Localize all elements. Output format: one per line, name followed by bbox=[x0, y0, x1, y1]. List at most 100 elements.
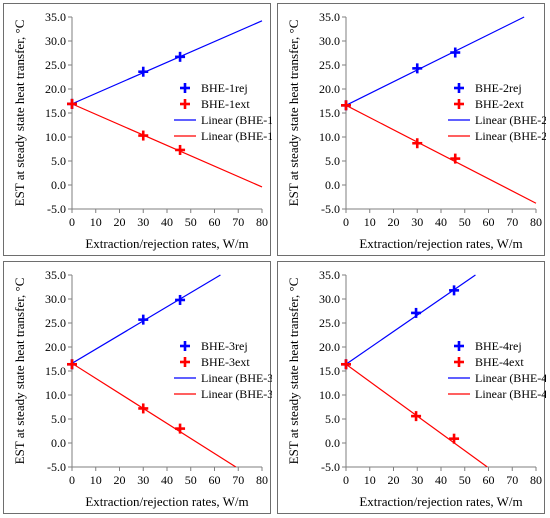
legend-item: BHE-4ext bbox=[454, 355, 524, 369]
x-tick-label: 40 bbox=[161, 215, 173, 229]
y-tick-label: 5.0 bbox=[51, 412, 66, 426]
data-point-bhe-2ext bbox=[341, 100, 351, 111]
legend-label: Linear (BHE-4ext) bbox=[475, 387, 546, 401]
data-point-bhe-1ext bbox=[67, 98, 77, 109]
y-tick-label: 10.0 bbox=[45, 388, 66, 402]
y-tick-label: 30.0 bbox=[319, 292, 340, 306]
chart-panel-bhe-1: -5.0 0.0 5.0 10.0 15.0 20.0 25.0 30.0 35.0 0 10 20 3… bbox=[3, 3, 272, 256]
y-tick-label: 35.0 bbox=[45, 268, 66, 282]
chart-svg: -5.0 0.0 5.0 10.0 15.0 20.0 25.0 30.0 35.0 0 10 20 3… bbox=[286, 268, 546, 509]
y-tick-label: 15.0 bbox=[319, 364, 340, 378]
data-point-bhe-3rej bbox=[138, 314, 149, 325]
legend-item: Linear (BHE-2ext) bbox=[448, 129, 546, 143]
y-tick-label: 25.0 bbox=[45, 58, 66, 72]
y-tick-label: 0.0 bbox=[325, 178, 340, 192]
legend-label: Linear (BHE-1rej) bbox=[201, 113, 272, 127]
y-tick-label: 20.0 bbox=[319, 340, 340, 354]
chart-panel-bhe-4: -5.0 0.0 5.0 10.0 15.0 20.0 25.0 30.0 35.0 0 10 20 3… bbox=[277, 261, 546, 514]
x-tick-label: 60 bbox=[209, 215, 221, 229]
y-tick-label: 10.0 bbox=[319, 130, 340, 144]
data-point-bhe-2ext bbox=[412, 138, 423, 149]
legend-label: BHE-2rej bbox=[475, 81, 522, 95]
legend-item: Linear (BHE-1ext) bbox=[174, 129, 272, 143]
data-point-bhe-3ext bbox=[175, 423, 186, 434]
legend-label: BHE-4rej bbox=[475, 339, 522, 353]
chart-panel-bhe-2: -5.0 0.0 5.0 10.0 15.0 20.0 25.0 30.0 35.0 0 10 20 3… bbox=[277, 3, 546, 256]
x-tick-label: 70 bbox=[232, 215, 244, 229]
legend-item: BHE-3ext bbox=[180, 355, 250, 369]
y-axis-label: EST at steady state heat transfer, °C bbox=[286, 20, 301, 207]
legend-label: BHE-2ext bbox=[475, 97, 524, 111]
x-tick-label: 10 bbox=[364, 473, 376, 487]
x-tick-label: 50 bbox=[459, 473, 471, 487]
y-tick-label: 25.0 bbox=[319, 58, 340, 72]
x-tick-label: 30 bbox=[411, 215, 423, 229]
chart-svg: -5.0 0.0 5.0 10.0 15.0 20.0 25.0 30.0 35.0 0 10 20 3… bbox=[12, 10, 272, 251]
y-tick-label: 15.0 bbox=[319, 106, 340, 120]
x-tick-label: 50 bbox=[185, 473, 197, 487]
trend-line-linear-bhe-2rej bbox=[346, 16, 525, 106]
x-tick-label: 0 bbox=[343, 473, 349, 487]
legend-label: Linear (BHE-3ext) bbox=[201, 387, 272, 401]
chart-svg: -5.0 0.0 5.0 10.0 15.0 20.0 25.0 30.0 35.0 0 10 20 3… bbox=[286, 10, 546, 251]
data-point-bhe-4rej bbox=[411, 307, 422, 318]
legend-label: BHE-1ext bbox=[201, 97, 250, 111]
legend-item: BHE-4rej bbox=[454, 339, 522, 353]
y-tick-label: 0.0 bbox=[51, 436, 66, 450]
x-tick-label: 20 bbox=[114, 215, 126, 229]
data-point-bhe-1ext bbox=[138, 130, 149, 141]
y-tick-label: -5.0 bbox=[47, 460, 66, 474]
x-axis-label: Extraction/rejection rates, W/m bbox=[85, 236, 248, 251]
x-tick-label: 60 bbox=[483, 473, 495, 487]
x-tick-label: 20 bbox=[114, 473, 126, 487]
data-point-bhe-1ext bbox=[175, 144, 186, 155]
x-tick-label: 80 bbox=[530, 215, 542, 229]
y-tick-label: 20.0 bbox=[319, 82, 340, 96]
y-tick-label: 10.0 bbox=[319, 388, 340, 402]
x-tick-label: 80 bbox=[256, 215, 268, 229]
y-tick-label: 30.0 bbox=[45, 34, 66, 48]
y-tick-label: -5.0 bbox=[47, 202, 66, 216]
x-tick-label: 10 bbox=[90, 473, 102, 487]
legend-item: Linear (BHE-3rej) bbox=[174, 371, 272, 385]
y-tick-label: 35.0 bbox=[45, 10, 66, 24]
legend-item: BHE-1ext bbox=[180, 97, 250, 111]
chart-panel-bhe-3: -5.0 0.0 5.0 10.0 15.0 20.0 25.0 30.0 35.0 0 10 20 3… bbox=[3, 261, 272, 514]
legend-label: BHE-4ext bbox=[475, 355, 524, 369]
x-axis-label: Extraction/rejection rates, W/m bbox=[359, 494, 522, 509]
data-point-bhe-3ext bbox=[138, 403, 149, 414]
x-tick-label: 50 bbox=[459, 215, 471, 229]
data-point-bhe-3rej bbox=[175, 294, 186, 305]
legend-item: Linear (BHE-4ext) bbox=[448, 387, 546, 401]
x-tick-label: 30 bbox=[137, 215, 149, 229]
legend-label: BHE-1rej bbox=[201, 81, 248, 95]
data-point-bhe-2rej bbox=[450, 47, 461, 58]
x-tick-label: 80 bbox=[256, 473, 268, 487]
legend-item: BHE-1rej bbox=[180, 81, 248, 95]
x-tick-label: 10 bbox=[364, 215, 376, 229]
legend-label: BHE-3ext bbox=[201, 355, 250, 369]
legend-item: Linear (BHE-3ext) bbox=[174, 387, 272, 401]
legend-label: BHE-3rej bbox=[201, 339, 248, 353]
trend-line-linear-bhe-2ext bbox=[346, 104, 537, 204]
x-tick-label: 0 bbox=[69, 215, 75, 229]
x-tick-label: 40 bbox=[435, 215, 447, 229]
y-tick-label: 5.0 bbox=[325, 154, 340, 168]
x-tick-label: 70 bbox=[506, 215, 518, 229]
x-tick-label: 50 bbox=[185, 215, 197, 229]
trend-line-linear-bhe-3ext bbox=[72, 362, 237, 467]
x-tick-label: 40 bbox=[435, 473, 447, 487]
y-tick-label: 25.0 bbox=[45, 316, 66, 330]
legend-item: Linear (BHE-2rej) bbox=[448, 113, 546, 127]
y-tick-label: 0.0 bbox=[325, 436, 340, 450]
data-point-bhe-4ext bbox=[411, 411, 422, 422]
x-tick-label: 70 bbox=[506, 473, 518, 487]
x-tick-label: 60 bbox=[483, 215, 495, 229]
y-tick-label: -5.0 bbox=[321, 460, 340, 474]
y-tick-label: 30.0 bbox=[319, 34, 340, 48]
y-tick-label: 20.0 bbox=[45, 340, 66, 354]
legend-label: Linear (BHE-4rej) bbox=[475, 371, 546, 385]
data-point-bhe-1rej bbox=[175, 51, 186, 62]
x-tick-label: 30 bbox=[137, 473, 149, 487]
y-tick-label: 10.0 bbox=[45, 130, 66, 144]
